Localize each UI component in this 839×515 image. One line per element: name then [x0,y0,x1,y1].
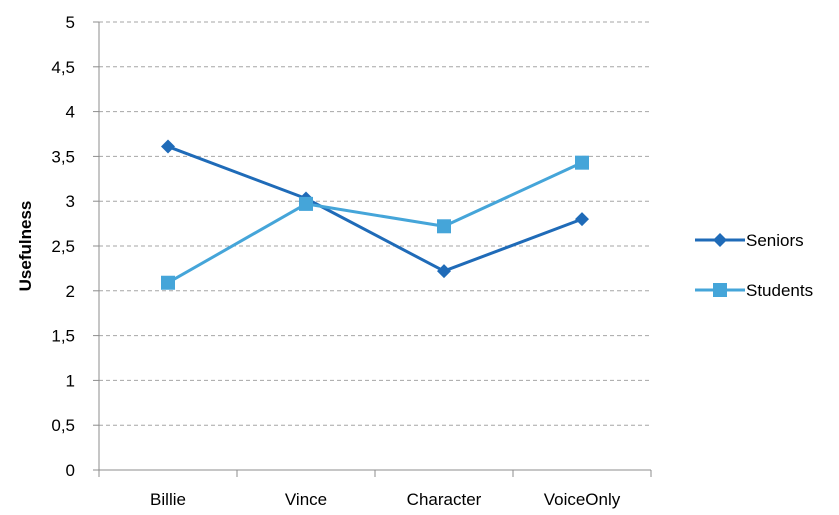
y-tick-label: 4,5 [51,58,75,77]
legend-label: Seniors [746,231,804,250]
series-seniors [161,139,589,279]
legend-marker [713,233,727,247]
y-tick-label: 1,5 [51,327,75,346]
y-tick-label: 3,5 [51,147,75,166]
data-point [437,219,451,234]
series-line [167,161,583,285]
data-point [437,264,451,279]
y-tick-label: 4 [66,103,75,122]
y-tick-label: 5 [66,13,75,32]
data-point [299,196,313,211]
y-axis-title: Usefulness [16,201,35,292]
y-tick-label: 1 [66,371,75,390]
axes [93,21,652,477]
y-tick-label: 3 [66,192,75,211]
series-line [167,145,583,273]
data-point [161,275,175,290]
y-tick-label: 0 [66,461,75,480]
y-tick-labels: 0 0,5 1 1,5 2 2,5 3 3,5 4 4,5 5 [51,13,75,480]
y-tick-label: 2 [66,282,75,301]
data-point [575,212,589,227]
legend-item-seniors: Seniors [695,231,804,250]
data-point [575,155,589,170]
legend: Seniors Students [695,231,813,300]
series-students [161,155,589,290]
series-group [161,139,589,290]
x-tick-label: VoiceOnly [544,490,621,509]
y-tick-label: 0,5 [51,416,75,435]
data-point [161,139,175,154]
legend-label: Students [746,281,813,300]
x-tick-labels: Billie Vince Character VoiceOnly [150,490,621,509]
legend-marker [713,283,727,297]
x-tick-label: Vince [285,490,327,509]
x-tick-label: Billie [150,490,186,509]
x-tick-label: Character [407,490,482,509]
y-tick-label: 2,5 [51,237,75,256]
legend-item-students: Students [695,281,813,300]
